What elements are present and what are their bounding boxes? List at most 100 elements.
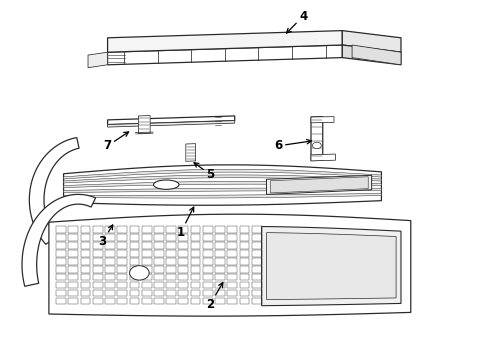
- Bar: [117, 290, 127, 296]
- Bar: [239, 258, 249, 265]
- Bar: [93, 226, 102, 233]
- Bar: [105, 242, 115, 249]
- Bar: [93, 250, 102, 257]
- Polygon shape: [266, 175, 371, 194]
- Bar: [239, 250, 249, 257]
- Polygon shape: [63, 169, 381, 179]
- Bar: [105, 298, 115, 304]
- Bar: [215, 282, 224, 288]
- Bar: [251, 242, 261, 249]
- Bar: [227, 226, 237, 233]
- Text: 6: 6: [274, 139, 311, 152]
- Bar: [117, 226, 127, 233]
- Bar: [251, 258, 261, 265]
- Bar: [142, 290, 151, 296]
- Ellipse shape: [153, 180, 179, 189]
- Bar: [251, 266, 261, 273]
- Bar: [203, 242, 212, 249]
- Bar: [215, 274, 224, 280]
- Bar: [154, 290, 163, 296]
- Bar: [81, 298, 90, 304]
- Text: 2: 2: [206, 283, 223, 311]
- Bar: [68, 234, 78, 241]
- Polygon shape: [310, 154, 335, 161]
- Bar: [142, 298, 151, 304]
- Bar: [215, 266, 224, 273]
- Bar: [190, 282, 200, 288]
- Text: 5: 5: [194, 163, 214, 181]
- Bar: [129, 290, 139, 296]
- Bar: [56, 282, 66, 288]
- Bar: [105, 266, 115, 273]
- Bar: [178, 258, 188, 265]
- Bar: [203, 298, 212, 304]
- Bar: [166, 282, 176, 288]
- Bar: [239, 298, 249, 304]
- Bar: [166, 242, 176, 249]
- Bar: [227, 258, 237, 265]
- Bar: [105, 274, 115, 280]
- Bar: [154, 250, 163, 257]
- Bar: [154, 274, 163, 280]
- Bar: [166, 274, 176, 280]
- Bar: [203, 282, 212, 288]
- Bar: [105, 282, 115, 288]
- Bar: [56, 226, 66, 233]
- Bar: [154, 226, 163, 233]
- Bar: [117, 266, 127, 273]
- Circle shape: [312, 142, 321, 149]
- Bar: [190, 266, 200, 273]
- Text: 4: 4: [286, 10, 306, 33]
- Polygon shape: [266, 233, 395, 300]
- Bar: [190, 258, 200, 265]
- Bar: [166, 250, 176, 257]
- Bar: [93, 242, 102, 249]
- Bar: [93, 258, 102, 265]
- Bar: [251, 298, 261, 304]
- Bar: [251, 274, 261, 280]
- Bar: [166, 258, 176, 265]
- Polygon shape: [29, 138, 79, 244]
- Circle shape: [230, 51, 238, 57]
- Bar: [203, 274, 212, 280]
- Polygon shape: [49, 214, 410, 316]
- Bar: [227, 266, 237, 273]
- Bar: [81, 250, 90, 257]
- Bar: [190, 250, 200, 257]
- Bar: [178, 242, 188, 249]
- Polygon shape: [107, 121, 234, 127]
- Bar: [203, 226, 212, 233]
- Bar: [178, 266, 188, 273]
- Bar: [227, 290, 237, 296]
- Circle shape: [267, 284, 274, 289]
- Bar: [56, 234, 66, 241]
- Bar: [142, 258, 151, 265]
- Circle shape: [381, 266, 390, 274]
- Bar: [93, 274, 102, 280]
- Polygon shape: [63, 175, 381, 183]
- Polygon shape: [107, 45, 342, 65]
- Bar: [154, 266, 163, 273]
- Bar: [154, 298, 163, 304]
- Polygon shape: [342, 31, 400, 52]
- Bar: [142, 274, 151, 280]
- Bar: [68, 226, 78, 233]
- Bar: [215, 290, 224, 296]
- Bar: [251, 226, 261, 233]
- Bar: [190, 226, 200, 233]
- Polygon shape: [63, 181, 381, 188]
- Bar: [166, 298, 176, 304]
- Polygon shape: [88, 52, 107, 68]
- Bar: [117, 242, 127, 249]
- Bar: [117, 298, 127, 304]
- Bar: [178, 234, 188, 241]
- Bar: [166, 266, 176, 273]
- Bar: [215, 234, 224, 241]
- Bar: [227, 298, 237, 304]
- Bar: [142, 226, 151, 233]
- Bar: [56, 298, 66, 304]
- Bar: [251, 250, 261, 257]
- Bar: [68, 298, 78, 304]
- Bar: [105, 226, 115, 233]
- Bar: [81, 290, 90, 296]
